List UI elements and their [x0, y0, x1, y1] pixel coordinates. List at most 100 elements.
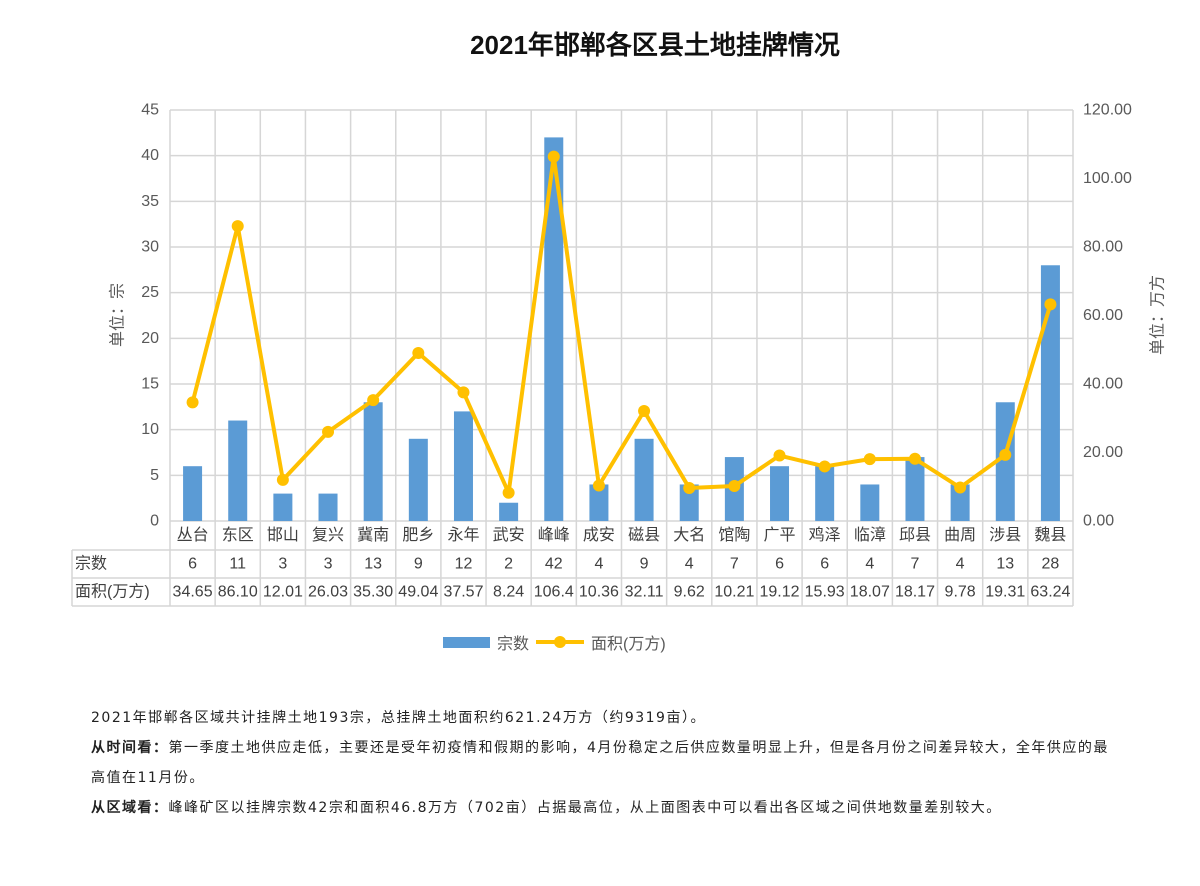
time-text: 第一季度土地供应走低，主要还是受年初疫情和假期的影响，4月份稳定之后供应数量明显…: [91, 740, 1109, 786]
left-tick-label: 15: [141, 376, 159, 393]
table-cell: 19.12: [760, 584, 800, 601]
line-point: [863, 453, 876, 466]
left-tick-label: 40: [141, 147, 159, 164]
right-tick-label: 100.00: [1083, 170, 1132, 187]
left-tick-label: 10: [141, 421, 159, 438]
bar: [499, 502, 519, 521]
left-tick-label: 35: [141, 193, 159, 210]
right-axis-ticks: 0.00 20.00 40.00 60.00 80.00 100.00 120.00: [1083, 102, 1132, 530]
line-point: [773, 449, 786, 462]
chart-title: 2021年邯郸各区县土地挂牌情况: [470, 30, 840, 60]
right-tick-label: 0.00: [1083, 513, 1114, 530]
table-cell: 35.30: [353, 584, 393, 601]
table-cell: 37.57: [443, 584, 483, 601]
line-point: [231, 220, 244, 233]
bar: [363, 402, 383, 521]
category-label: 临漳: [854, 526, 886, 544]
category-label: 邱县: [899, 526, 931, 544]
table-cell: 9: [640, 556, 649, 573]
category-label: 东区: [222, 526, 254, 544]
summary-notes: 2021年邯郸各区域共计挂牌土地193宗，总挂牌土地面积约621.24万方（约9…: [91, 703, 1121, 823]
table-row-header: 宗数: [75, 555, 107, 573]
bar: [544, 137, 564, 521]
table-cell: 13: [364, 556, 382, 573]
left-axis-title: 单位：宗: [109, 283, 127, 347]
right-tick-label: 120.00: [1083, 102, 1132, 119]
left-tick-label: 20: [141, 330, 159, 347]
legend-label-count: 宗数: [497, 635, 529, 653]
table-cell: 10.36: [579, 584, 619, 601]
table-cell: 32.11: [625, 584, 664, 601]
table-cell: 9.62: [674, 584, 705, 601]
table-cell: 18.07: [850, 584, 890, 601]
table-cell: 6: [775, 556, 784, 573]
left-tick-label: 5: [150, 467, 159, 484]
bar: [318, 493, 338, 521]
right-tick-label: 40.00: [1083, 376, 1123, 393]
left-tick-label: 25: [141, 284, 159, 301]
bar: [589, 484, 609, 521]
time-heading: 从时间看：: [91, 740, 169, 756]
table-cell: 106.4: [534, 584, 574, 601]
line-point: [276, 473, 289, 486]
left-tick-label: 30: [141, 239, 159, 256]
legend-swatch-count: [443, 637, 490, 648]
line-point: [908, 452, 921, 465]
bar: [1040, 265, 1060, 521]
left-tick-label: 45: [141, 102, 159, 119]
line-point: [728, 480, 741, 493]
summary-region: 从区域看：峰峰矿区以挂牌宗数42宗和面积46.8万方（702亩）占据最高位，从上…: [91, 793, 1121, 823]
category-label: 馆陶: [718, 526, 750, 544]
line-point: [638, 405, 651, 418]
area-line: [190, 154, 1053, 495]
bar: [453, 411, 473, 521]
category-label: 曲周: [944, 526, 976, 544]
table-cell: 9: [414, 556, 423, 573]
table-cell: 6: [188, 556, 197, 573]
bar: [770, 466, 790, 521]
table-cell: 11: [229, 556, 246, 573]
category-label: 成安: [583, 526, 615, 544]
table-cell: 49.04: [398, 584, 438, 601]
table-cell: 15.93: [805, 584, 845, 601]
bar: [995, 402, 1015, 521]
region-heading: 从区域看：: [91, 800, 169, 816]
line-point: [322, 425, 335, 438]
table-cell: 6: [820, 556, 829, 573]
table-cell: 86.10: [218, 584, 258, 601]
category-label: 武安: [493, 526, 525, 544]
category-label: 涉县: [989, 526, 1021, 544]
table-cell: 9.78: [945, 584, 976, 601]
table-cell: 18.17: [895, 584, 935, 601]
table-cell: 26.03: [308, 584, 348, 601]
right-tick-label: 60.00: [1083, 307, 1123, 324]
table-cell: 7: [730, 556, 739, 573]
line-series-area: [186, 150, 1057, 499]
category-label: 广平: [764, 526, 796, 544]
category-label: 永年: [447, 526, 479, 544]
table-cell: 12.01: [263, 584, 303, 601]
line-point: [367, 394, 380, 407]
right-tick-label: 80.00: [1083, 239, 1123, 256]
category-label: 磁县: [628, 526, 660, 544]
region-text: 峰峰矿区以挂牌宗数42宗和面积46.8万方（702亩）占据最高位，从上面图表中可…: [168, 800, 1002, 816]
legend-swatch-area-marker: [554, 636, 566, 648]
category-label: 肥乡: [402, 526, 434, 544]
line-point: [502, 486, 515, 499]
table-cell: 2: [504, 556, 513, 573]
bar: [228, 420, 248, 521]
bar: [634, 438, 654, 521]
category-label: 丛台: [177, 526, 209, 544]
category-label: 峰峰: [538, 526, 570, 544]
right-tick-label: 20.00: [1083, 444, 1123, 461]
line-point: [1044, 298, 1057, 311]
table-cell: 12: [455, 556, 473, 573]
bar: [183, 466, 203, 521]
category-label: 邯山: [267, 526, 299, 544]
table-cell: 42: [545, 556, 563, 573]
bar-series-count: [183, 137, 1060, 521]
line-point: [547, 150, 560, 163]
table-cell: 4: [956, 556, 965, 573]
bar: [860, 484, 880, 521]
table-cell: 19.31: [985, 584, 1025, 601]
